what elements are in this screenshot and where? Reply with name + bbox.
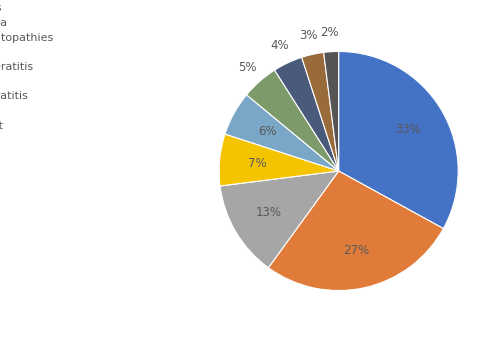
Text: 2%: 2% [321,26,339,39]
Wedge shape [220,171,339,268]
Wedge shape [339,52,458,228]
Wedge shape [225,95,339,171]
Wedge shape [268,171,443,290]
Wedge shape [247,70,339,171]
Wedge shape [219,134,339,186]
Text: 7%: 7% [249,157,267,170]
Text: 3%: 3% [299,29,318,42]
Text: 5%: 5% [238,61,256,74]
Text: 27%: 27% [343,244,370,257]
Wedge shape [274,57,339,171]
Legend: keratoconus, old trachoma, bullous keratopathies, regraft, microbial keratitis, : keratoconus, old trachoma, bullous kerat… [0,3,53,131]
Text: 6%: 6% [258,126,277,139]
Text: 4%: 4% [270,39,289,52]
Text: 13%: 13% [255,206,282,219]
Wedge shape [324,52,339,171]
Text: 33%: 33% [395,123,421,136]
Wedge shape [302,52,339,171]
